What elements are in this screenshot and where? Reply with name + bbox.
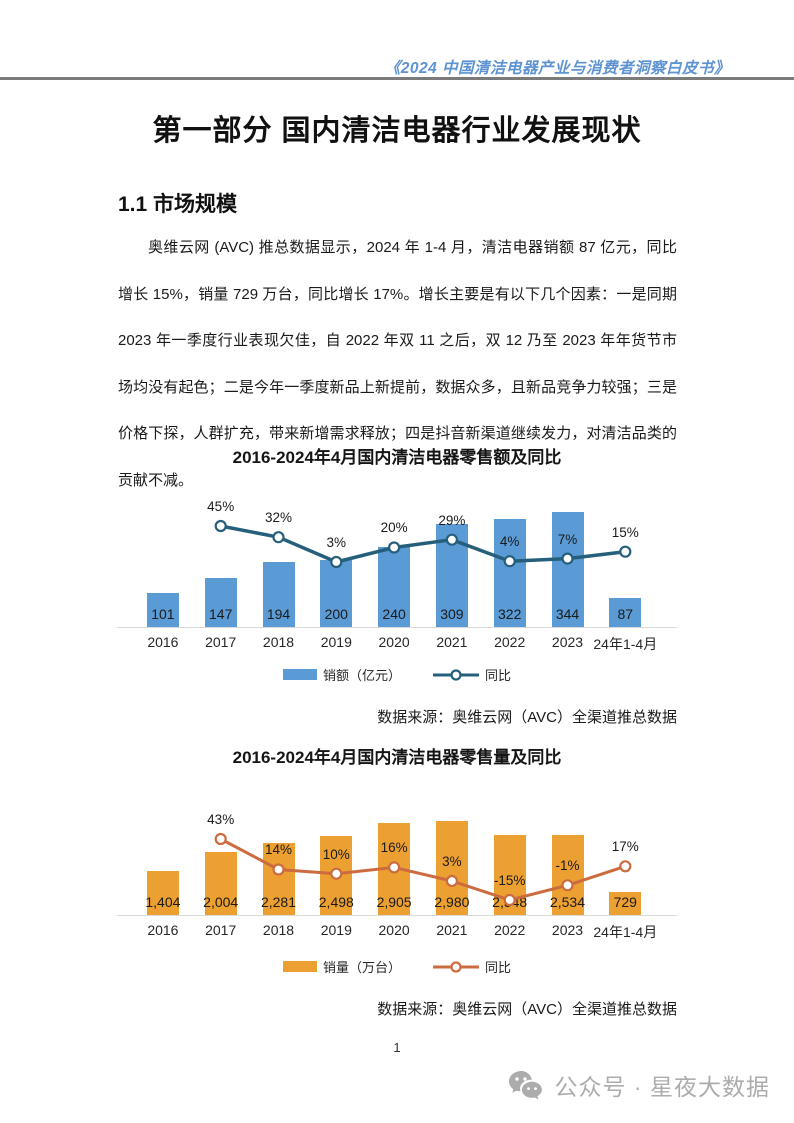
yoy-data-label: 7% <box>557 531 578 547</box>
retail-sales-chart: 2016-2024年4月国内清洁电器零售额及同比 101 2016 147 2017 1… <box>117 447 677 727</box>
bar <box>204 578 237 627</box>
bar-value-label: 344 <box>555 606 580 622</box>
yoy-data-label: 3% <box>326 535 347 551</box>
line-series-swatch <box>433 960 479 973</box>
x-axis-label: 2016 <box>147 922 179 938</box>
footer-brand: 公众号 · 星夜大数据 <box>508 1068 770 1102</box>
bar <box>146 593 179 627</box>
x-axis-label: 2020 <box>378 922 410 938</box>
bar-value-label: 322 <box>498 606 522 622</box>
yoy-data-label: 10% <box>322 846 350 862</box>
yoy-data-label: 43% <box>207 811 235 827</box>
header-divider <box>0 77 794 80</box>
bar <box>320 560 353 627</box>
data-source-note: 数据来源：奥维云网（AVC）全渠道推总数据 <box>377 1001 677 1018</box>
line-series-swatch <box>433 668 479 681</box>
yoy-data-label: 16% <box>380 840 408 856</box>
x-axis-label: 2020 <box>378 634 410 650</box>
bar-value-label: 87 <box>617 606 634 622</box>
yoy-data-label: 20% <box>380 520 408 536</box>
x-axis-label: 2019 <box>320 634 352 650</box>
footer-brand-label: 公众号 · 星夜大数据 <box>554 1074 770 1100</box>
retail-sales-chart-plot: 101 2016 147 2017 194 2018 200 2019 240 2020 309 20… <box>117 492 677 655</box>
yoy-data-label: 4% <box>499 534 520 550</box>
yoy-data-label: 17% <box>611 839 639 855</box>
wechat-icon <box>508 1070 542 1099</box>
x-axis-label: 2021 <box>436 922 468 938</box>
x-axis-label: 2018 <box>262 634 295 650</box>
bar <box>609 598 642 627</box>
bar-value-label: 2,498 <box>318 894 354 910</box>
yoy-data-label: 15% <box>611 524 639 540</box>
yoy-data-label: 29% <box>438 512 466 528</box>
x-axis-label: 2017 <box>205 922 237 938</box>
x-axis-label: 2017 <box>205 634 237 650</box>
x-axis-label: 2021 <box>436 634 468 650</box>
legend-label: 同比 <box>485 960 512 975</box>
yoy-data-label: -1% <box>555 858 580 874</box>
section-heading: 1.1 市场规模 <box>118 193 238 216</box>
legend-item-volume: 销量（万台） <box>282 957 401 976</box>
x-axis-label: 24年1-4月 <box>593 636 658 652</box>
document-header-title: 《2024 中国清洁电器产业与消费者洞察白皮书》 <box>384 60 730 77</box>
x-axis-label: 2018 <box>262 922 295 938</box>
x-axis-label: 2016 <box>147 634 179 650</box>
legend-label: 销量（万台） <box>322 960 401 975</box>
retail-sales-chart-legend: 销额（亿元） 同比 <box>117 665 677 684</box>
data-source-note: 数据来源：奥维云网（AVC）全渠道推总数据 <box>377 709 677 726</box>
bar <box>262 562 295 627</box>
bar-value-label: 309 <box>440 606 464 622</box>
body-paragraph: 奥维云网 (AVC) 推总数据显示，2024 年 1-4 月，清洁电器销额 87… <box>118 239 677 489</box>
bar-value-label: 2,004 <box>203 894 239 910</box>
bar-value-label: 1,404 <box>145 894 181 910</box>
bar-value-label: 2,281 <box>260 894 297 910</box>
yoy-data-label: 3% <box>442 854 462 870</box>
bar-value-label: 147 <box>209 606 233 622</box>
x-axis-label: 24年1-4月 <box>593 924 658 940</box>
bar-value-label: 729 <box>613 894 637 910</box>
x-axis-label: 2019 <box>320 922 352 938</box>
bar-value-label: 2,980 <box>434 894 470 910</box>
bar-value-label: 101 <box>151 606 175 622</box>
x-axis <box>117 627 677 628</box>
x-axis <box>117 915 677 916</box>
legend-label: 销额（亿元） <box>322 668 401 683</box>
bar-value-label: 240 <box>382 606 406 622</box>
retail-volume-chart-title: 2016-2024年4月国内清洁电器零售量及同比 <box>232 748 562 767</box>
bar-series-swatch <box>282 961 317 972</box>
yoy-data-label: 32% <box>264 510 293 526</box>
retail-volume-chart-legend: 销量（万台） 同比 <box>117 957 677 976</box>
bar <box>146 871 179 915</box>
legend-item-yoy: 同比 <box>433 957 511 976</box>
legend-label: 同比 <box>485 668 512 683</box>
bar-value-label: 2,548 <box>492 894 528 910</box>
x-axis-label: 2022 <box>494 634 526 650</box>
x-axis-label: 2023 <box>551 634 584 650</box>
bar-value-label: 2,905 <box>376 894 412 910</box>
bar-value-label: 2,534 <box>549 894 586 910</box>
retail-sales-chart-title: 2016-2024年4月国内清洁电器零售额及同比 <box>232 448 562 467</box>
retail-volume-chart: 2016-2024年4月国内清洁电器零售量及同比 1,404 2016 2,004 2… <box>117 747 677 1019</box>
retail-volume-chart-plot: 1,404 2016 2,004 2017 2,281 2018 2,498 2019 2,90… <box>117 802 677 943</box>
legend-item-sales: 销额（亿元） <box>282 665 401 684</box>
x-axis-label: 2023 <box>551 922 584 938</box>
bar-value-label: 200 <box>324 606 348 622</box>
bar-series-swatch <box>282 669 317 680</box>
yoy-data-label: 45% <box>207 499 235 515</box>
yoy-data-label: -15% <box>493 872 526 888</box>
yoy-data-label: 14% <box>264 842 293 858</box>
page-number: 1 <box>393 1040 401 1055</box>
x-axis-label: 2022 <box>494 922 526 938</box>
legend-item-yoy: 同比 <box>433 665 511 684</box>
page-title: 第一部分 国内清洁电器行业发展现状 <box>152 115 642 147</box>
bar-value-label: 194 <box>266 606 291 622</box>
